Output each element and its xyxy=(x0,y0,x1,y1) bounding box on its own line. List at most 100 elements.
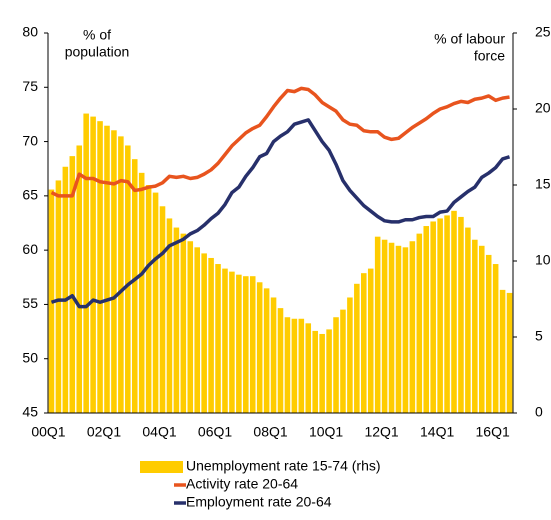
bar xyxy=(111,130,117,413)
bar xyxy=(194,247,200,413)
bar xyxy=(263,288,270,413)
bar xyxy=(361,273,367,413)
bar xyxy=(76,145,83,414)
bar xyxy=(90,116,96,413)
x-tick-label: 08Q1 xyxy=(253,424,287,440)
bar xyxy=(55,180,62,413)
y-axis-label: % of xyxy=(83,27,111,43)
bar xyxy=(236,274,242,413)
bar xyxy=(423,226,430,413)
bar xyxy=(395,245,402,413)
bar xyxy=(138,172,145,413)
bar xyxy=(312,330,318,413)
bar xyxy=(131,159,138,413)
bar xyxy=(208,257,214,413)
y-tick-label: 65 xyxy=(22,187,38,203)
bar xyxy=(284,317,291,413)
x-tick-label: 12Q1 xyxy=(364,424,398,440)
bar xyxy=(125,145,131,414)
bar xyxy=(229,271,235,413)
bar xyxy=(83,113,89,413)
y2-axis-label: % of labour xyxy=(434,31,505,47)
legend-swatch xyxy=(140,461,183,473)
bar xyxy=(166,218,173,413)
x-tick-label: 14Q1 xyxy=(420,424,454,440)
bar xyxy=(256,282,263,413)
bar xyxy=(472,239,478,413)
bar xyxy=(485,254,492,413)
x-tick-label: 10Q1 xyxy=(309,424,343,440)
bar xyxy=(451,210,457,413)
bar xyxy=(249,276,256,413)
bar xyxy=(152,192,159,413)
y-tick-label: 50 xyxy=(22,349,38,365)
bar xyxy=(499,289,506,413)
bar xyxy=(437,218,443,413)
y-tick-label: 55 xyxy=(22,295,38,311)
y-tick-label: 60 xyxy=(22,241,38,257)
y-tick-label: 80 xyxy=(22,24,38,40)
bar xyxy=(340,309,346,413)
bar xyxy=(222,268,228,413)
y-axis-label: population xyxy=(65,44,130,60)
bar xyxy=(492,264,499,413)
y2-tick-label: 0 xyxy=(535,404,543,420)
y2-axis-label: force xyxy=(474,48,505,64)
y-tick-label: 75 xyxy=(22,78,38,94)
line xyxy=(50,118,511,309)
bar xyxy=(416,233,423,413)
bar xyxy=(388,242,395,413)
bar xyxy=(243,276,249,413)
y2-tick-label: 10 xyxy=(535,252,551,268)
x-tick-label: 02Q1 xyxy=(87,424,121,440)
bar xyxy=(145,185,152,413)
x-tick-label: 00Q1 xyxy=(31,424,65,440)
bar xyxy=(118,136,124,414)
bar xyxy=(354,283,360,413)
bar xyxy=(62,166,69,413)
bar xyxy=(367,268,374,413)
bar xyxy=(458,216,464,413)
y-tick-label: 45 xyxy=(22,404,38,420)
bar xyxy=(277,308,284,413)
x-tick-label: 06Q1 xyxy=(198,424,232,440)
bar xyxy=(347,297,353,413)
bar xyxy=(506,292,513,413)
bar xyxy=(402,247,409,413)
bar xyxy=(409,241,416,413)
legend-label: Unemployment rate 15-74 (rhs) xyxy=(186,458,381,474)
bar xyxy=(374,236,381,413)
y-tick-label: 70 xyxy=(22,132,38,148)
bar xyxy=(187,241,194,413)
bar xyxy=(478,245,485,413)
y2-tick-label: 25 xyxy=(535,24,551,40)
y2-tick-label: 20 xyxy=(535,100,551,116)
bar xyxy=(298,318,305,413)
legend-label: Employment rate 20-64 xyxy=(186,494,332,510)
bar xyxy=(104,125,110,413)
bar xyxy=(180,233,187,413)
x-tick-label: 16Q1 xyxy=(476,424,510,440)
bar xyxy=(381,239,388,413)
bar xyxy=(305,323,312,413)
bar xyxy=(270,297,277,413)
bar xyxy=(159,206,166,413)
bar xyxy=(291,318,298,413)
bar xyxy=(201,253,207,413)
bar xyxy=(444,215,450,413)
bar xyxy=(215,264,221,413)
line xyxy=(50,86,510,198)
bar xyxy=(69,156,76,413)
bar xyxy=(97,121,103,413)
bar xyxy=(430,221,436,413)
legend-label: Activity rate 20-64 xyxy=(186,476,298,492)
bar xyxy=(465,227,471,413)
bar xyxy=(333,317,339,413)
bar xyxy=(326,329,332,413)
bar xyxy=(319,333,325,413)
y2-tick-label: 5 xyxy=(535,328,543,344)
x-tick-label: 04Q1 xyxy=(142,424,176,440)
y2-tick-label: 15 xyxy=(535,176,551,192)
bar xyxy=(173,227,180,413)
